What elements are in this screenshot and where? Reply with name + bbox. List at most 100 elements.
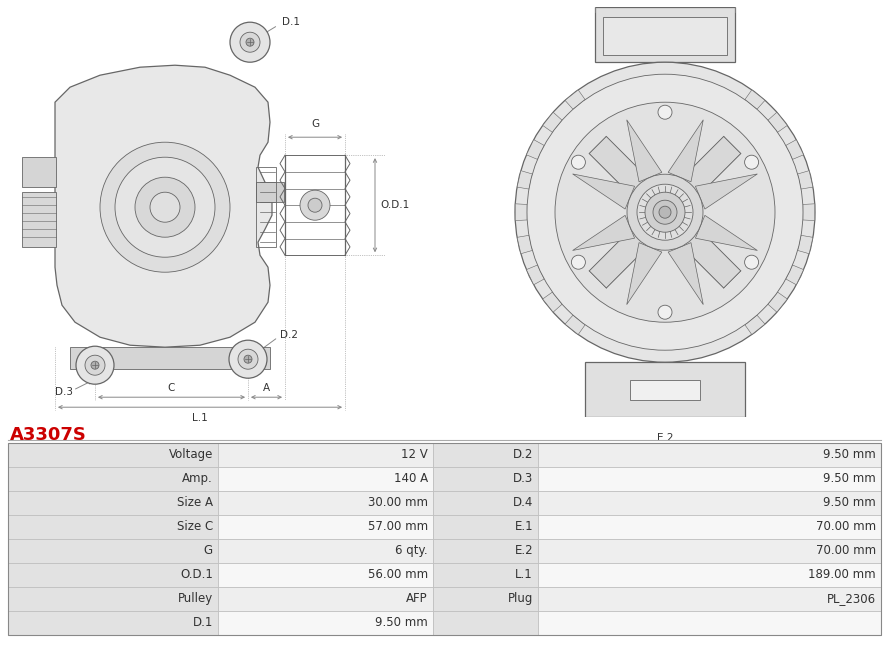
Bar (595, 7, 735, 63)
Polygon shape (55, 65, 272, 347)
Text: 189.00 mm: 189.00 mm (808, 569, 876, 582)
Circle shape (230, 22, 270, 63)
Circle shape (572, 255, 585, 269)
Bar (8, 467, 218, 491)
Polygon shape (672, 219, 741, 288)
Polygon shape (627, 243, 662, 305)
Text: Voltage: Voltage (169, 448, 213, 461)
Polygon shape (565, 315, 585, 334)
Polygon shape (803, 204, 814, 220)
Circle shape (308, 198, 322, 213)
Text: E.2: E.2 (515, 544, 533, 557)
Polygon shape (589, 137, 658, 205)
Text: G: G (204, 544, 213, 557)
Circle shape (659, 206, 671, 218)
Text: Amp.: Amp. (182, 472, 213, 486)
Text: 6 qty.: 6 qty. (396, 544, 428, 557)
Text: 12 V: 12 V (401, 448, 428, 461)
Circle shape (637, 184, 693, 240)
Polygon shape (516, 204, 527, 220)
Polygon shape (745, 90, 765, 109)
Bar (8, 539, 218, 563)
Polygon shape (745, 315, 765, 334)
Bar (538, 443, 881, 467)
Text: A: A (262, 383, 269, 393)
Polygon shape (565, 90, 585, 109)
Bar (433, 491, 538, 515)
Polygon shape (797, 236, 813, 254)
Bar (538, 563, 881, 587)
Text: D.3: D.3 (55, 387, 73, 397)
Polygon shape (627, 120, 662, 182)
Polygon shape (786, 265, 804, 285)
Bar (538, 611, 881, 635)
Bar (538, 539, 881, 563)
Bar (8, 587, 218, 611)
Text: 140 A: 140 A (394, 472, 428, 486)
Bar (218, 491, 433, 515)
Circle shape (653, 200, 677, 224)
Bar (218, 563, 433, 587)
Bar (8, 443, 881, 635)
Text: D.3: D.3 (513, 472, 533, 486)
Text: L.1: L.1 (516, 569, 533, 582)
Circle shape (658, 305, 672, 319)
Circle shape (240, 32, 260, 52)
Text: 56.00 mm: 56.00 mm (368, 569, 428, 582)
Circle shape (100, 142, 230, 272)
Polygon shape (573, 174, 635, 209)
Bar (218, 443, 433, 467)
Bar (433, 563, 538, 587)
Circle shape (527, 74, 803, 350)
Polygon shape (695, 215, 757, 251)
Text: 9.50 mm: 9.50 mm (823, 496, 876, 509)
Text: L.1: L.1 (192, 413, 208, 423)
Bar (8, 611, 218, 635)
Bar (538, 515, 881, 539)
Text: Plug: Plug (508, 592, 533, 605)
Text: PL_2306: PL_2306 (827, 592, 876, 605)
Circle shape (555, 102, 775, 322)
Bar (218, 539, 433, 563)
Circle shape (246, 38, 254, 46)
Polygon shape (542, 113, 562, 132)
Polygon shape (786, 139, 804, 159)
Bar (630, 380, 700, 399)
Bar (433, 515, 538, 539)
Text: A3307S: A3307S (10, 426, 87, 444)
Text: 57.00 mm: 57.00 mm (368, 520, 428, 534)
Text: 9.50 mm: 9.50 mm (823, 448, 876, 461)
Polygon shape (517, 170, 533, 189)
Circle shape (76, 346, 114, 384)
Bar (218, 467, 433, 491)
Polygon shape (768, 292, 788, 312)
Text: D.1: D.1 (193, 617, 213, 630)
Polygon shape (768, 113, 788, 132)
Bar (585, 362, 745, 417)
Text: O.D.1: O.D.1 (180, 569, 213, 582)
Circle shape (627, 174, 703, 250)
Circle shape (238, 349, 258, 369)
Bar (8, 515, 218, 539)
Text: Size A: Size A (177, 496, 213, 509)
Polygon shape (589, 219, 658, 288)
Polygon shape (526, 139, 544, 159)
Circle shape (515, 63, 815, 362)
Text: AFP: AFP (406, 592, 428, 605)
Text: D.1: D.1 (282, 17, 300, 27)
Bar (22, 192, 56, 247)
Text: D.4: D.4 (513, 496, 533, 509)
Circle shape (244, 355, 252, 363)
Text: D.2: D.2 (280, 330, 298, 340)
Circle shape (745, 255, 758, 269)
Bar (433, 443, 538, 467)
Bar (8, 563, 218, 587)
Text: 70.00 mm: 70.00 mm (816, 544, 876, 557)
Bar (256, 167, 276, 247)
Circle shape (85, 355, 105, 375)
Bar (433, 467, 538, 491)
Polygon shape (797, 170, 813, 189)
Text: 9.50 mm: 9.50 mm (375, 617, 428, 630)
Bar (538, 491, 881, 515)
Circle shape (115, 157, 215, 257)
